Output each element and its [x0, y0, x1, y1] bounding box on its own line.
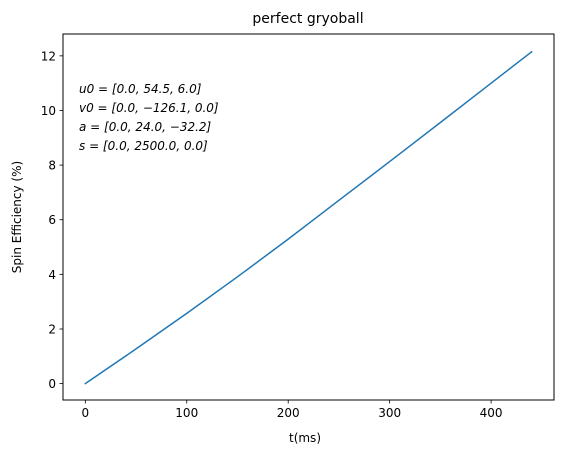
y-tick-label: 10 [41, 104, 56, 118]
plot-frame [62, 33, 555, 401]
x-tick-label: 100 [175, 406, 198, 420]
annotation-a: a = [0.0, 24.0, −32.2] [79, 120, 212, 134]
y-tick-label: 8 [48, 159, 56, 173]
y-tick-label: 0 [48, 377, 56, 391]
y-axis-ticks: 0 2 4 6 8 10 12 [41, 49, 63, 391]
annotation-u0: u0 = [0.0, 54.5, 6.0] [79, 82, 202, 96]
chart-title: perfect gryoball [252, 11, 363, 27]
x-tick-label: 400 [480, 406, 503, 420]
y-tick-label: 6 [48, 213, 56, 227]
series-layer [84, 50, 533, 385]
x-tick-label: 0 [81, 406, 89, 420]
x-tick-label: 300 [378, 406, 401, 420]
annotation-v0: v0 = [0.0, −126.1, 0.0] [79, 101, 219, 115]
y-tick-label: 4 [48, 268, 56, 282]
y-tick-label: 12 [41, 49, 56, 63]
plot-background [63, 34, 554, 400]
x-tick-label: 200 [277, 406, 300, 420]
series-line-0 [84, 50, 533, 385]
annotation-block: u0 = [0.0, 54.5, 6.0] v0 = [0.0, −126.1,… [79, 82, 219, 153]
x-axis-label: t(ms) [289, 431, 321, 445]
annotation-s: s = [0.0, 2500.0, 0.0] [79, 139, 208, 153]
x-axis-ticks: 0 100 200 300 400 [81, 400, 503, 420]
y-tick-label: 2 [48, 322, 56, 336]
y-axis-label: Spin Efficiency (%) [10, 161, 24, 273]
